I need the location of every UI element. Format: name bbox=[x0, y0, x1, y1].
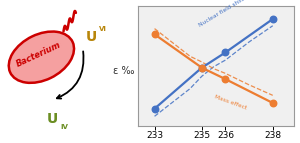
Point bbox=[152, 33, 157, 35]
Text: IV: IV bbox=[61, 124, 69, 130]
FancyArrowPatch shape bbox=[57, 51, 83, 99]
Text: U: U bbox=[85, 30, 97, 44]
Text: Mass effect: Mass effect bbox=[214, 94, 248, 111]
Point bbox=[200, 66, 204, 69]
Text: VI: VI bbox=[99, 26, 107, 32]
Point bbox=[200, 66, 204, 69]
Point bbox=[223, 51, 228, 54]
Text: Bacterium: Bacterium bbox=[15, 40, 62, 69]
Ellipse shape bbox=[9, 32, 74, 83]
Text: Nuclear field shift effect: Nuclear field shift effect bbox=[198, 0, 262, 28]
Text: ε ‰: ε ‰ bbox=[113, 66, 135, 77]
Point bbox=[152, 108, 157, 110]
Point bbox=[270, 102, 275, 104]
Point bbox=[223, 78, 228, 80]
Point bbox=[270, 18, 275, 20]
Text: U: U bbox=[47, 112, 58, 126]
